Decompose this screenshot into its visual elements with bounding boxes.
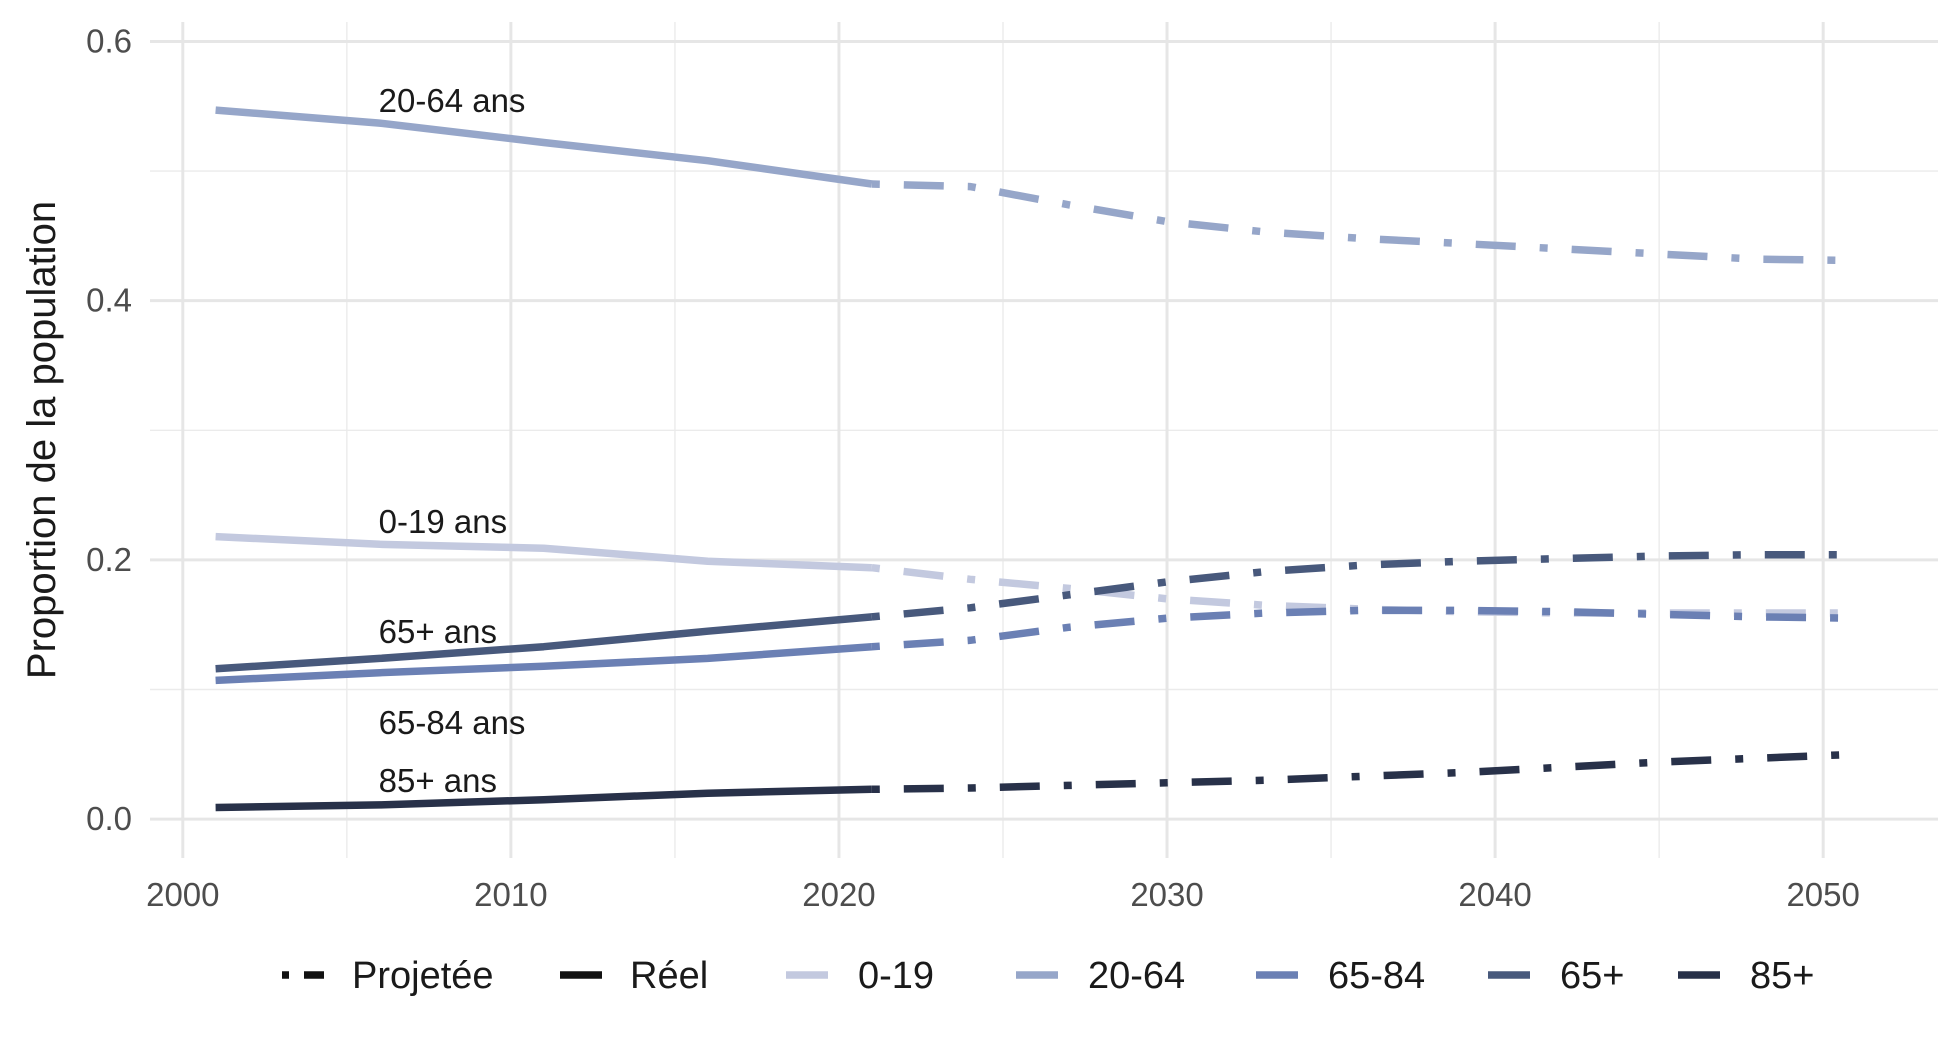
legend-label: Réel — [630, 955, 708, 997]
series-line-projected — [871, 550, 1856, 621]
legend-label: 0-19 — [858, 955, 934, 997]
series-line-actual — [215, 106, 873, 188]
series-85+ — [215, 750, 1857, 812]
legend-label: 65-84 — [1328, 955, 1425, 997]
series-annotation: 85+ ans — [379, 762, 497, 799]
series-line-actual — [215, 532, 872, 572]
series-line-projected — [871, 606, 1857, 651]
series-lines — [215, 106, 1857, 812]
y-tick-label: 0.4 — [86, 282, 132, 319]
series-line-projected — [871, 563, 1856, 617]
series-annotation: 65+ ans — [379, 613, 497, 650]
axes: 0.0 0.2 0.4 0.6 2000 2010 2020 2030 2040 2050 — [86, 22, 1860, 913]
legend: Projetée Réel 0-19 20-64 65-84 65+ 85+ — [282, 955, 1814, 997]
y-tick-label: 0.2 — [86, 541, 132, 578]
x-tick-label: 2040 — [1458, 876, 1531, 913]
y-axis-title: Proportion de la population — [20, 201, 64, 679]
series-line-actual — [215, 785, 872, 812]
x-tick-label: 2010 — [474, 876, 547, 913]
series-line-projected — [871, 180, 1857, 265]
series-annotation: 65-84 ans — [379, 704, 526, 741]
legend-label: 20-64 — [1088, 955, 1185, 997]
x-tick-label: 2000 — [146, 876, 219, 913]
series-line-projected — [871, 750, 1857, 794]
x-tick-label: 2030 — [1130, 876, 1203, 913]
legend-label: 85+ — [1750, 955, 1814, 997]
y-tick-label: 0.0 — [86, 800, 132, 837]
series-65-84 — [215, 606, 1857, 685]
legend-label: Projetée — [352, 955, 494, 997]
series-65+ — [215, 550, 1856, 673]
series-line-actual — [215, 613, 873, 673]
y-tick-label: 0.6 — [86, 22, 132, 59]
series-annotation: 20-64 ans — [379, 82, 526, 119]
series-20-64 — [215, 106, 1857, 265]
x-tick-label: 2050 — [1786, 876, 1859, 913]
series-annotations: 0-19 ans 20-64 ans 65-84 ans 65+ ans 85+ ans — [379, 82, 526, 799]
x-tick-label: 2020 — [802, 876, 875, 913]
series-annotation: 0-19 ans — [379, 503, 507, 540]
legend-label: 65+ — [1560, 955, 1624, 997]
series-line-actual — [215, 642, 873, 685]
